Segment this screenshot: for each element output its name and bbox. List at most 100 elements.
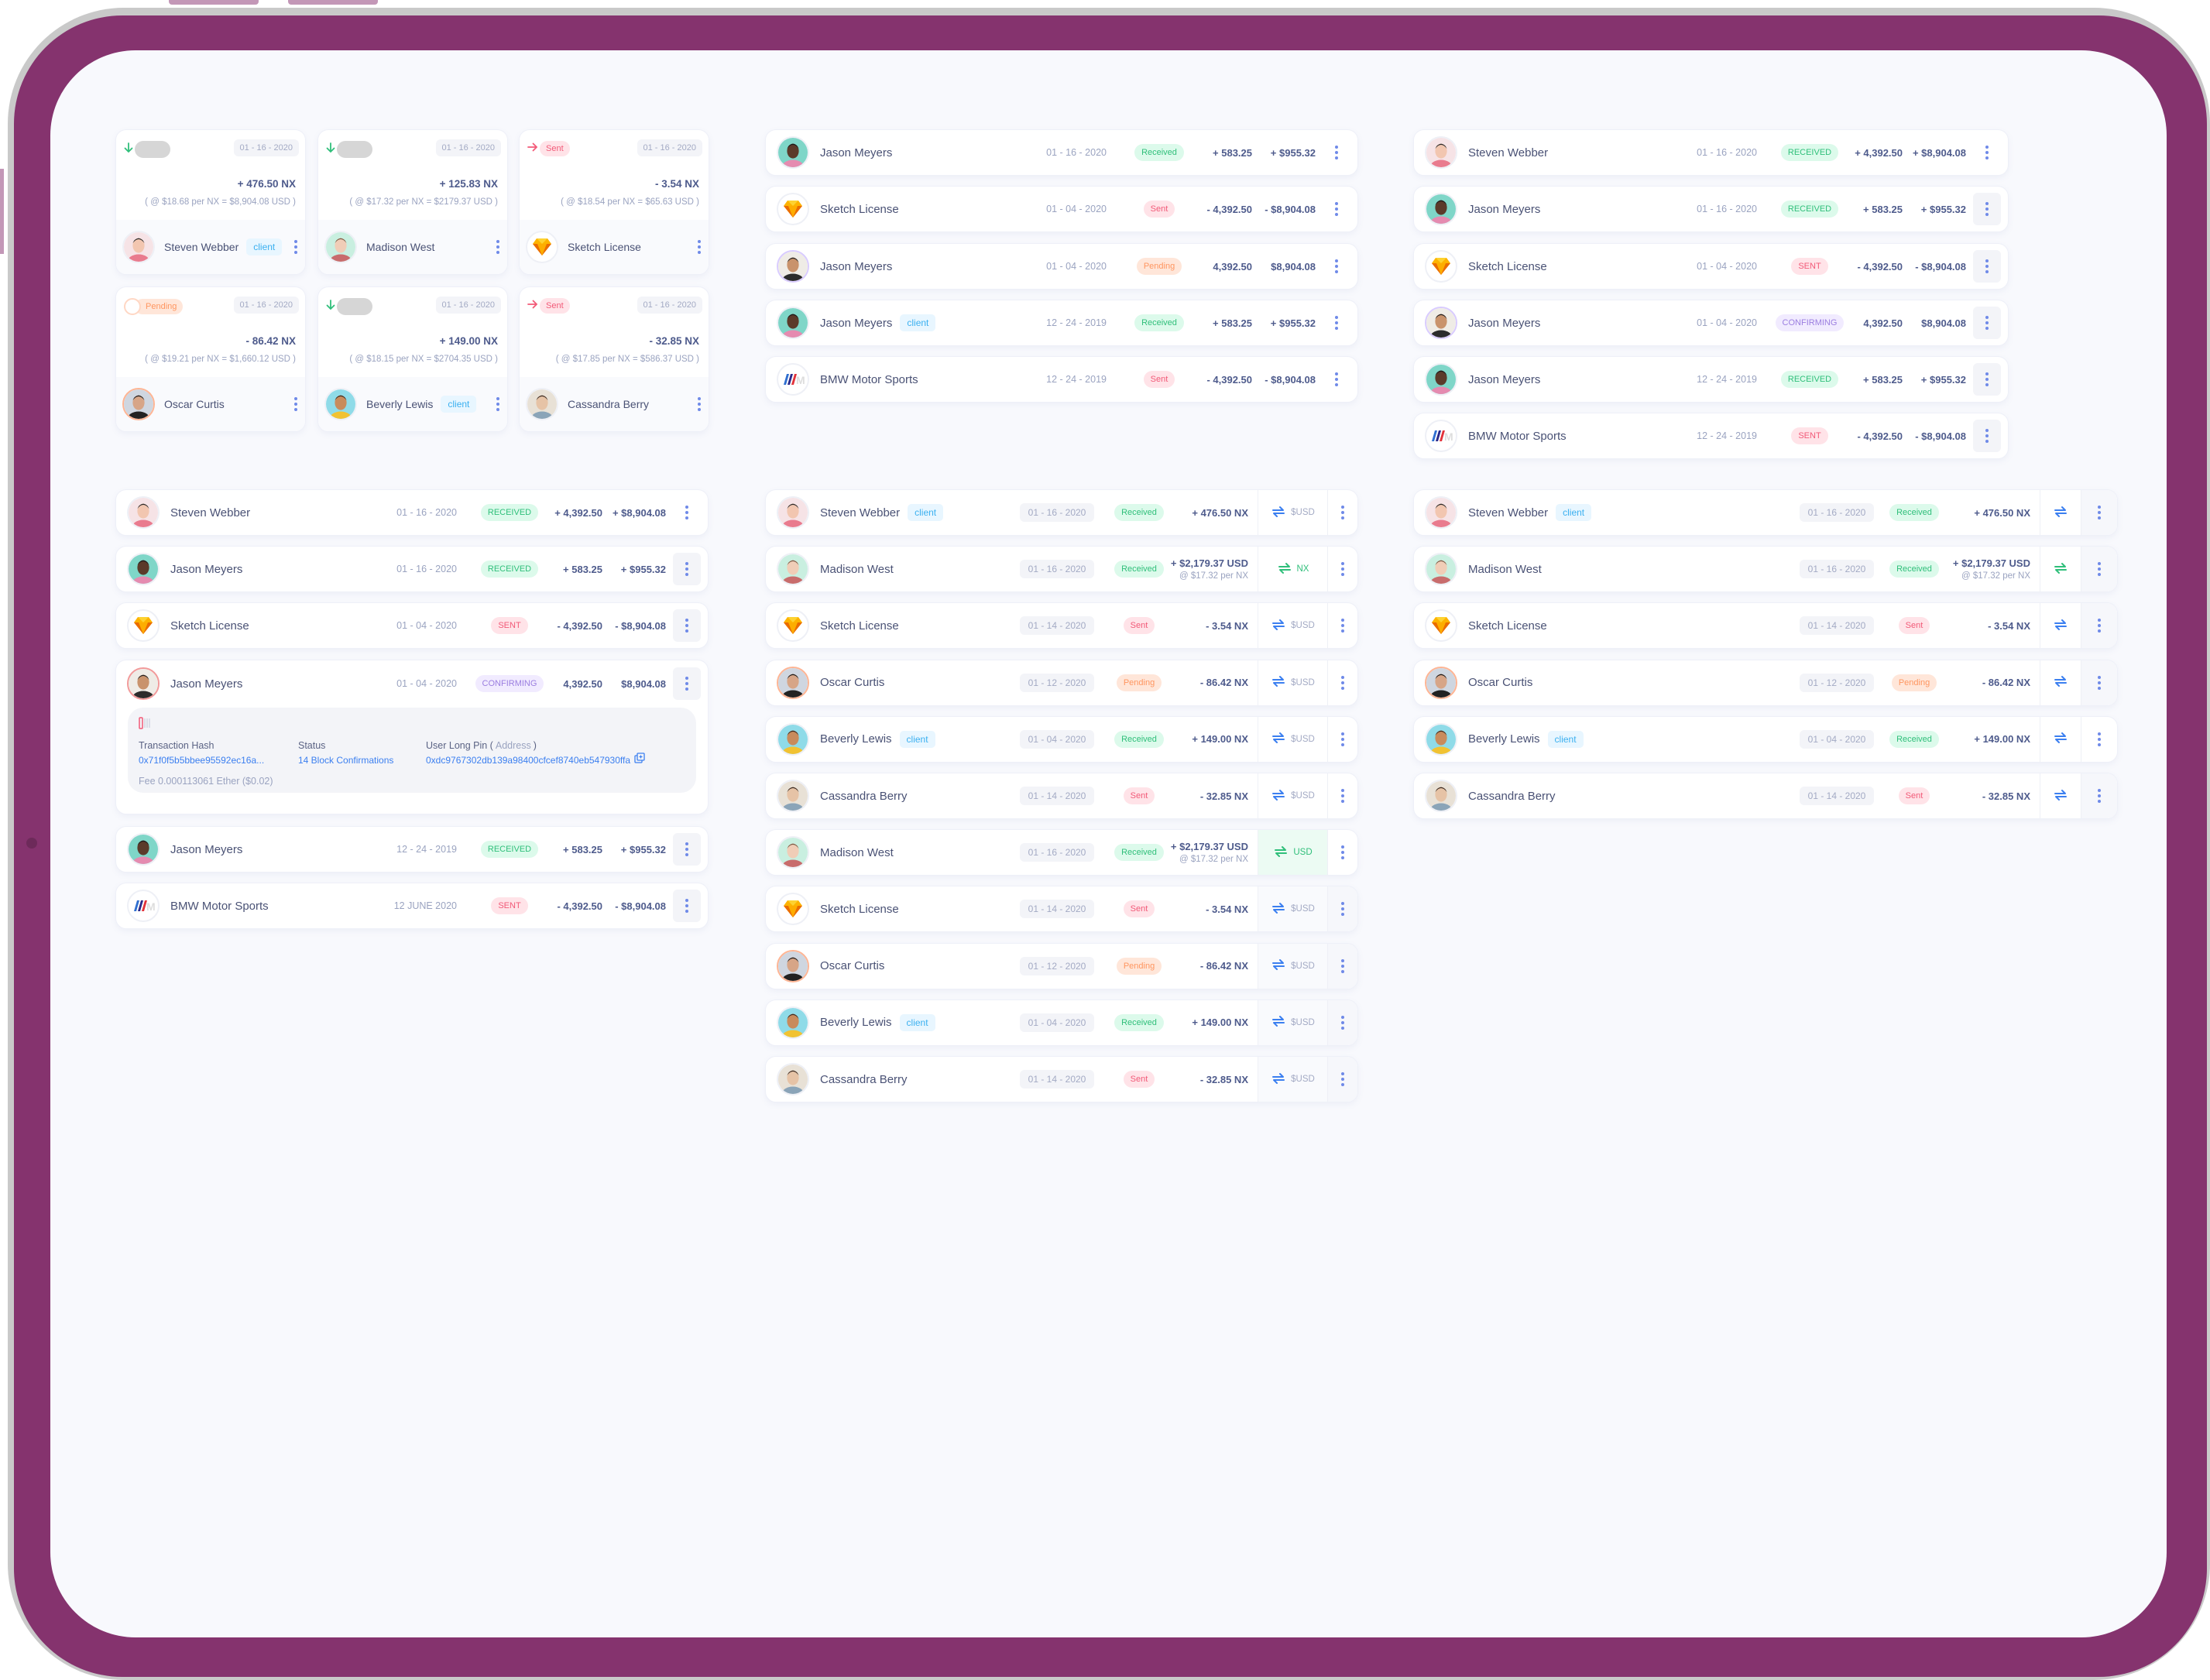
transaction-row[interactable]: M BMW Motor Sports 12 - 24 - 2019 Sent - 4,3… [765,356,1358,403]
more-options-button[interactable] [1985,146,1989,159]
contact[interactable]: Jason Meyers [116,553,356,585]
more-options-button[interactable] [1341,675,1344,690]
more-options-button[interactable] [1341,732,1344,746]
transaction-card[interactable]: Pending 01 - 16 - 2020 - 86.42 NX ( @ $19.2… [115,286,306,432]
transaction-row[interactable]: Cassandra Berry 01 - 14 - 2020 Sent - 32.85… [765,1056,1358,1102]
contact[interactable]: Steven Webber client [1414,496,1786,529]
transaction-row[interactable]: Cassandra Berry 01 - 14 - 2020 Sent - 32.85… [765,773,1358,819]
transaction-row[interactable]: Oscar Curtis 01 - 12 - 2020 Pending - 86.42… [765,659,1358,706]
more-options-button[interactable] [496,397,499,411]
contact[interactable]: Jason Meyers [116,833,356,866]
more-options-button[interactable] [1335,316,1338,330]
transaction-row[interactable]: Jason Meyers 01 - 04 - 2020 Pending 4,392.5… [765,243,1358,290]
contact[interactable]: Sketch License [766,893,1007,926]
more-options-button[interactable] [2098,732,2101,746]
status-toggle[interactable]: Sent [527,141,570,156]
more-options-button[interactable] [698,240,701,254]
transaction-row[interactable]: Sketch License 01 - 04 - 2020 Sent - 4,392.… [765,186,1358,232]
contact[interactable]: Beverly Lewis client [766,722,1007,756]
contact[interactable]: Beverly Lewis client [766,1006,1007,1039]
currency-toggle[interactable]: USD [1258,830,1328,876]
status-toggle[interactable] [124,141,170,158]
currency-toggle[interactable]: $USD [1258,886,1328,932]
transaction-row[interactable]: Jason Meyers client 12 - 24 - 2019 Received… [765,300,1358,346]
more-options-button[interactable] [2098,675,2101,690]
transaction-row[interactable]: Sketch License 01 - 14 - 2020 Sent - 3.54 N… [1413,602,2118,650]
copy-icon[interactable] [634,753,645,767]
more-options-button[interactable] [1973,420,2001,452]
transaction-row[interactable]: Madison West 01 - 16 - 2020 Received + $2,1… [1413,546,2118,593]
transaction-row[interactable]: Sketch License 01 - 04 - 2020 SENT - 4,392.… [1413,243,2009,290]
more-options-button[interactable] [673,609,701,642]
contact[interactable]: Cassandra Berry [766,1063,1007,1095]
currency-toggle[interactable] [2040,716,2081,762]
more-options-button[interactable] [1341,1015,1344,1030]
more-options-button[interactable] [1335,259,1338,273]
more-options-button[interactable] [1341,902,1344,917]
status-toggle[interactable] [326,141,372,158]
currency-toggle[interactable]: $USD [1258,943,1328,989]
status-link[interactable]: 14 Block Confirmations [298,755,394,766]
transaction-row[interactable]: Madison West 01 - 16 - 2020 Received + $2,1… [765,829,1358,876]
card-contact[interactable]: Sketch License [520,220,709,274]
contact[interactable]: Jason Meyers [1414,307,1656,339]
more-options-button[interactable] [294,240,297,254]
more-options-button[interactable] [2098,789,2101,803]
contact[interactable]: Jason Meyers [766,250,1006,283]
transaction-row[interactable]: Jason Meyers 01 - 16 - 2020 RECEIVED + 583.… [115,546,709,592]
transaction-card[interactable]: Sent 01 - 16 - 2020 - 32.85 NX ( @ $17.85 p… [519,286,709,432]
more-options-button[interactable] [673,833,701,866]
transaction-row[interactable]: Beverly Lewis client 01 - 04 - 2020 Receive… [765,715,1358,763]
transaction-card[interactable]: 01 - 16 - 2020 + 125.83 NX ( @ $17.32 per … [317,129,508,275]
currency-toggle[interactable] [2040,773,2081,818]
more-options-button[interactable] [1341,506,1344,519]
more-options-button[interactable] [673,667,701,700]
more-options-button[interactable] [1341,562,1344,577]
currency-toggle[interactable]: $USD [1258,490,1328,535]
more-options-button[interactable] [1335,202,1338,216]
contact[interactable]: Oscar Curtis [1414,666,1786,699]
more-options-button[interactable] [1973,250,2001,283]
contact[interactable]: Madison West [766,836,1007,869]
contact[interactable]: Cassandra Berry [1414,780,1786,812]
transaction-card[interactable]: 01 - 16 - 2020 + 476.50 NX ( @ $18.68 per … [115,129,306,275]
currency-toggle[interactable]: NX [1258,547,1328,592]
more-options-button[interactable] [673,553,701,585]
currency-toggle[interactable]: $USD [1258,999,1328,1045]
more-options-button[interactable] [1973,193,2001,225]
currency-toggle[interactable]: $USD [1258,716,1328,762]
status-toggle[interactable] [326,298,372,315]
contact[interactable]: Jason Meyers [116,660,356,707]
transaction-row[interactable]: Beverly Lewis client 01 - 04 - 2020 Receive… [765,999,1358,1046]
more-options-button[interactable] [1335,372,1338,386]
contact[interactable]: Jason Meyers [766,136,1006,169]
contact[interactable]: M BMW Motor Sports [1414,420,1656,452]
more-options-button[interactable] [1973,363,2001,396]
transaction-row[interactable]: Jason Meyers 01 - 04 - 2020 CONFIRMING 4,39… [1413,300,2009,346]
more-options-button[interactable] [1341,845,1344,860]
contact[interactable]: Steven Webber [1414,136,1656,169]
more-options-button[interactable] [698,397,701,411]
transaction-row[interactable]: Oscar Curtis 01 - 12 - 2020 Pending - 86.42… [765,942,1358,989]
transaction-row[interactable]: Steven Webber client 01 - 16 - 2020 Receive… [1413,489,2118,536]
contact[interactable]: Jason Meyers client [766,307,1006,339]
card-contact[interactable]: Oscar Curtis [116,377,305,431]
transaction-row[interactable]: Jason Meyers 01 - 16 - 2020 Received + 583.… [765,129,1358,176]
transaction-row[interactable]: Cassandra Berry 01 - 14 - 2020 Sent - 32.85… [1413,773,2118,819]
more-options-button[interactable] [1341,958,1344,973]
card-contact[interactable]: Cassandra Berry [520,377,709,431]
transaction-row[interactable]: Sketch License 01 - 04 - 2020 SENT - 4,392.… [115,602,709,649]
currency-toggle[interactable]: $USD [1258,660,1328,705]
transaction-row[interactable]: Madison West 01 - 16 - 2020 Received + $2,1… [765,546,1358,593]
transaction-row[interactable]: Jason Meyers 12 - 24 - 2019 RECEIVED + 583.… [115,826,709,873]
status-toggle[interactable]: Sent [527,298,570,314]
contact[interactable]: Cassandra Berry [766,780,1007,812]
contact[interactable]: Jason Meyers [1414,363,1656,396]
more-options-button[interactable] [1973,307,2001,339]
more-options-button[interactable] [1341,789,1344,803]
transaction-row[interactable]: Oscar Curtis 01 - 12 - 2020 Pending - 86.42… [1413,659,2118,706]
more-options-button[interactable] [1341,1072,1344,1086]
transaction-row[interactable]: Jason Meyers 12 - 24 - 2019 RECEIVED + 583.… [1413,356,2009,403]
transaction-row[interactable]: Steven Webber client 01 - 16 - 2020 Receive… [765,489,1358,536]
contact[interactable]: Madison West [766,553,1007,586]
